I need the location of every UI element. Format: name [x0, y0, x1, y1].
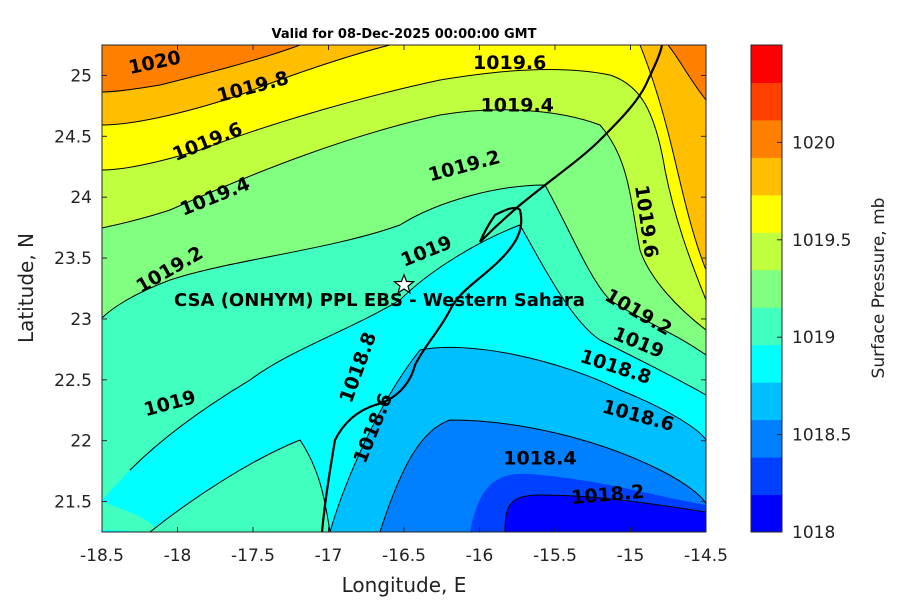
colorbar-segment [751, 382, 782, 421]
y-tick-label: 24.5 [54, 127, 92, 147]
band-1018 [505, 495, 706, 532]
colorbar-segment [751, 457, 782, 496]
contour-line [102, 109, 706, 331]
colorbar-segment [751, 494, 782, 533]
y-tick-label: 22.5 [54, 371, 92, 391]
y-tick-label: 25 [70, 66, 92, 86]
x-tick-label: -14.5 [684, 546, 728, 566]
band-1019-8-ne [640, 45, 706, 270]
contour-line [102, 69, 706, 301]
band-1019-south [150, 440, 330, 532]
contour-label: 1018.4 [503, 447, 576, 469]
x-tick-label: -18.5 [80, 546, 124, 566]
contour-line [639, 45, 706, 271]
contour-line [102, 184, 706, 356]
y-axis-ticks: 21.5 22 22.5 23 23.5 24 24.5 25 [54, 66, 706, 513]
colorbar-segment [751, 82, 782, 121]
colorbar-label: Surface Pressure, mb [869, 198, 889, 379]
colorbar-tick-label: 1020 [792, 133, 835, 153]
contour-label: 1019.4 [481, 94, 554, 116]
x-tick-label: -18 [164, 546, 192, 566]
x-tick-label: -17 [315, 546, 343, 566]
colorbar-segment [751, 232, 782, 271]
x-axis-label: Longitude, E [342, 573, 467, 597]
contour-line [129, 224, 706, 471]
y-tick-label: 22 [70, 432, 92, 452]
contour-line [379, 419, 706, 532]
band-1019-sw [102, 500, 160, 532]
colorbar-ticks: 1018 1018.5 1019 1019.5 1020 [777, 133, 851, 543]
colorbar-tick-label: 1019.5 [792, 231, 851, 251]
x-axis-ticks: -18.5 -18 -17.5 -17 -16.5 -16 -15.5 -15 -14.5 [80, 45, 728, 566]
coastline-path [320, 45, 664, 532]
band-1019-6 [102, 45, 706, 300]
colorbar-tick-label: 1018 [792, 523, 835, 543]
y-tick-label: 23.5 [54, 249, 92, 269]
colorbar-segment [751, 344, 782, 383]
star-icon[interactable] [392, 273, 416, 295]
map-title: Valid for 08-Dec-2025 00:00:00 GMT [272, 27, 537, 42]
station-layer: CSA (ONHYM) PPL EBS - Western Sahara [174, 273, 585, 311]
y-tick-label: 21.5 [54, 493, 92, 513]
x-tick-label: -17.5 [231, 546, 275, 566]
y-tick-label: 23 [70, 310, 92, 330]
contour-line [504, 494, 706, 532]
band-1020-nw [102, 45, 300, 92]
colorbar-tick-label: 1018.5 [792, 426, 851, 446]
colorbar-segment [751, 419, 782, 458]
colorbar-segment [751, 269, 782, 308]
colorbar-segment [751, 45, 782, 83]
x-tick-label: -16 [466, 546, 494, 566]
y-tick-label: 24 [70, 188, 92, 208]
y-axis-label: Latitude, N [14, 233, 38, 343]
x-tick-label: -16.5 [382, 546, 426, 566]
contour-label: 1019.6 [473, 52, 546, 74]
colorbar-frame [750, 44, 783, 533]
x-tick-label: -15.5 [533, 546, 577, 566]
contour-lines [102, 45, 706, 532]
colorbar [751, 45, 782, 533]
contour-line [329, 346, 706, 532]
colorbar-segment [751, 119, 782, 158]
x-tick-label: -15 [617, 546, 645, 566]
contour-line [102, 45, 301, 93]
colorbar-tick-label: 1019 [792, 328, 835, 348]
colorbar-segment [751, 157, 782, 196]
contour-line [149, 439, 331, 532]
contour-line [102, 45, 391, 126]
coastline [320, 45, 664, 532]
contour-line [667, 45, 706, 101]
colorbar-segment [751, 307, 782, 346]
pressure-bands [102, 45, 706, 532]
station-label: CSA (ONHYM) PPL EBS - Western Sahara [174, 290, 585, 311]
colorbar-segment [751, 194, 782, 233]
